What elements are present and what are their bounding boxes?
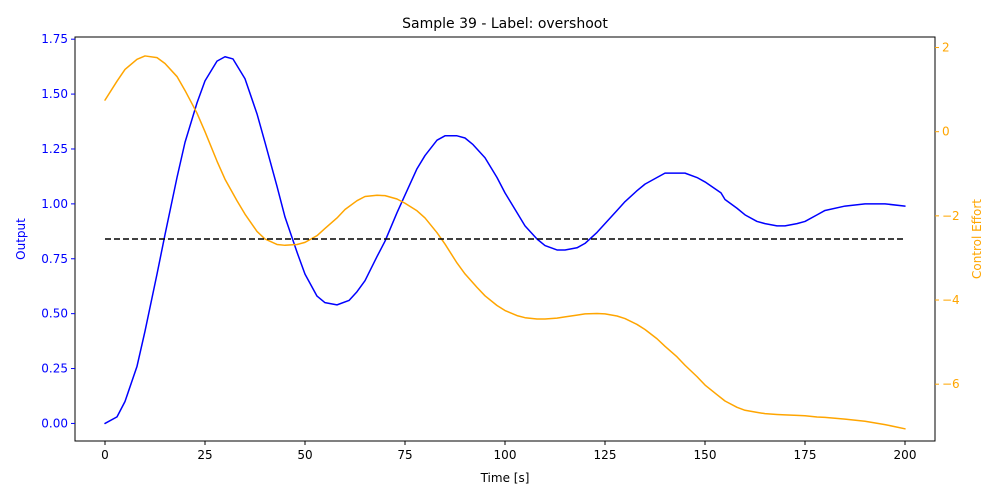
y-axis-label-right: Control Effort (970, 199, 984, 279)
chart-title: Sample 39 - Label: overshoot (402, 16, 608, 32)
y-left-tick-label: 1.25 (41, 142, 68, 156)
y-left-tick-label: 0.50 (41, 307, 68, 321)
y-axis-label-left: Output (14, 218, 28, 260)
x-tick-label: 100 (494, 448, 517, 462)
y-left-tick-label: 0.25 (41, 362, 68, 376)
x-tick-label: 175 (794, 448, 817, 462)
x-tick-label: 200 (894, 448, 917, 462)
series-layer (104, 55, 906, 430)
control-effort-line (104, 55, 906, 430)
y-left-tick-label: 1.75 (41, 32, 68, 46)
x-tick-label: 0 (101, 448, 109, 462)
x-tick-label: 75 (397, 448, 412, 462)
x-tick-label: 150 (694, 448, 717, 462)
y-left-tick-label: 0.75 (41, 252, 68, 266)
y-left-tick-label: 0.00 (41, 416, 68, 430)
x-tick-label: 50 (297, 448, 312, 462)
y-right-tick-label: 2 (942, 41, 950, 55)
y-right-tick-label: −2 (942, 209, 960, 223)
y-right-tick-label: −4 (942, 293, 960, 307)
y-left-tick-label: 1.00 (41, 197, 68, 211)
y-right-tick-label: 0 (942, 125, 950, 139)
x-axis: 0 25 50 75 100 125 150 175 200 (101, 441, 916, 462)
y-axis-right: −6 −4 −2 0 2 (935, 41, 960, 391)
x-tick-label: 25 (197, 448, 212, 462)
y-left-tick-label: 1.50 (41, 87, 68, 101)
y-axis-left: 0.00 0.25 0.50 0.75 1.00 1.25 1.50 1.75 (41, 32, 75, 430)
plot-area (74, 36, 936, 442)
y-right-tick-label: −6 (942, 377, 960, 391)
x-axis-label: Time [s] (480, 471, 530, 485)
x-tick-label: 125 (594, 448, 617, 462)
output-line (104, 56, 906, 425)
